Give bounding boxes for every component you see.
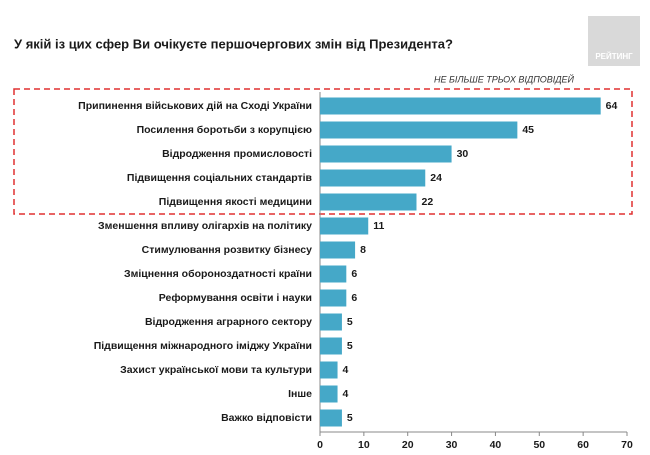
bar (320, 241, 356, 259)
highlight-box (13, 88, 633, 215)
category-label: Відродження промисловості (162, 148, 312, 160)
bar (320, 289, 347, 307)
value-label: 6 (351, 292, 357, 304)
category-label: Стимулювання розвитку бізнесу (142, 244, 313, 256)
category-label: Підвищення якості медицини (159, 196, 312, 208)
category-label: Посилення боротьби з корупцією (137, 124, 312, 136)
x-tick-label: 20 (402, 439, 414, 451)
value-label: 4 (343, 364, 349, 376)
bar (320, 385, 338, 403)
bar (320, 121, 518, 139)
bar (320, 265, 347, 283)
bar (320, 217, 369, 235)
value-label: 5 (347, 412, 353, 424)
value-label: 30 (457, 148, 469, 160)
category-label: Реформування освіти і науки (159, 292, 312, 304)
x-tick-label: 10 (358, 439, 370, 451)
chart-title: У якій із цих сфер Ви очікуєте першочерг… (14, 36, 453, 51)
logo: РЕЙТИНГ (595, 52, 633, 61)
bar (320, 409, 342, 427)
logo-box (588, 16, 640, 66)
value-label: 11 (373, 220, 384, 232)
x-tick-label: 70 (621, 439, 633, 451)
category-label: Зменшення впливу олігархів на політику (98, 220, 312, 232)
category-label: Важко відповісти (221, 412, 312, 424)
bar (320, 97, 601, 115)
value-label: 64 (606, 100, 618, 112)
category-label: Підвищення міжнародного іміджу України (94, 340, 312, 352)
category-label: Захист української мови та культури (120, 364, 312, 376)
value-label: 6 (351, 268, 357, 280)
category-label: Інше (288, 388, 312, 400)
x-tick-label: 0 (317, 439, 323, 451)
category-label: Відродження аграрного сектору (145, 316, 312, 328)
bar (320, 361, 338, 379)
x-tick-label: 40 (490, 439, 502, 451)
subtitle: НЕ БІЛЬШЕ ТРЬОХ ВІДПОВІДЕЙ (434, 73, 575, 84)
x-tick-label: 30 (446, 439, 458, 451)
value-label: 24 (430, 172, 442, 184)
category-label: Підвищення соціальних стандартів (127, 172, 313, 184)
value-label: 8 (360, 244, 366, 256)
bar (320, 169, 426, 187)
category-label: Припинення військових дій на Сході Украї… (78, 100, 312, 112)
bar (320, 313, 342, 331)
value-label: 22 (421, 196, 433, 208)
value-label: 5 (347, 316, 353, 328)
value-label: 5 (347, 340, 353, 352)
bar (320, 145, 452, 163)
category-label: Зміцнення обороноздатності країни (124, 268, 312, 280)
value-label: 4 (343, 388, 349, 400)
bar (320, 337, 342, 355)
x-tick-label: 60 (577, 439, 589, 451)
x-tick-label: 50 (533, 439, 545, 451)
bar (320, 193, 417, 211)
value-label: 45 (522, 124, 534, 136)
